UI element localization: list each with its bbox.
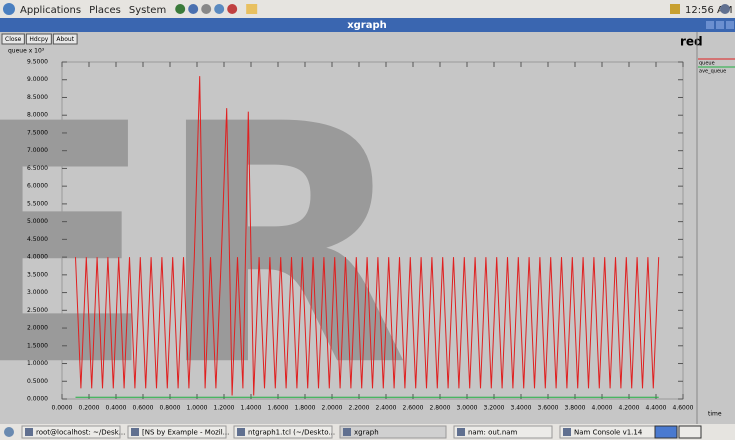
y-tick-label: 2.5000 [27, 307, 48, 314]
launcher-icon[interactable] [201, 4, 211, 14]
window-button-label[interactable]: About [56, 36, 74, 43]
window-button-label[interactable]: Close [5, 36, 22, 43]
y-tick-label: 5.5000 [27, 200, 48, 207]
taskbar-icon[interactable] [457, 428, 465, 436]
y-tick-label: 6.5000 [27, 165, 48, 172]
workspace-switcher[interactable] [679, 426, 701, 438]
y-tick-label: 8.5000 [27, 94, 48, 101]
x-tick-label: 0.2000 [79, 405, 100, 412]
x-tick-label: 0.6000 [133, 405, 154, 412]
y-tick-label: 7.0000 [27, 147, 48, 154]
y-tick-label: 9.5000 [27, 59, 48, 66]
x-tick-label: 4.4000 [646, 405, 667, 412]
taskbar-label[interactable]: Nam Console v1.14 [574, 429, 643, 437]
x-tick-label: 2.0000 [322, 405, 343, 412]
y-tick-label: 1.5000 [27, 342, 48, 349]
workspace-switcher[interactable] [655, 426, 677, 438]
x-tick-label: 0.4000 [106, 405, 127, 412]
panel-menu[interactable]: Places [89, 5, 121, 16]
minimize-button[interactable] [706, 21, 714, 29]
launcher-icon[interactable] [175, 4, 185, 14]
panel-menu[interactable]: Applications [20, 5, 81, 16]
taskbar-icon[interactable] [237, 428, 245, 436]
y-tick-label: 4.0000 [27, 254, 48, 261]
x-tick-label: 2.8000 [430, 405, 451, 412]
y-axis-label: queue x 10³ [8, 48, 45, 55]
y-tick-label: 7.5000 [27, 129, 48, 136]
launcher-icon[interactable] [214, 4, 224, 14]
x-tick-label: 4.0000 [592, 405, 613, 412]
window-title: xgraph [347, 20, 387, 31]
y-tick-label: 5.0000 [27, 218, 48, 225]
corner-label: red [680, 35, 703, 49]
x-axis-label: time [708, 411, 722, 418]
x-tick-label: 1.0000 [187, 405, 208, 412]
x-tick-label: 4.2000 [619, 405, 640, 412]
taskbar-icon[interactable] [563, 428, 571, 436]
launcher-icon[interactable] [188, 4, 198, 14]
taskbar-label[interactable]: xgraph [354, 429, 379, 437]
x-tick-label: 1.6000 [268, 405, 289, 412]
x-tick-label: 3.8000 [565, 405, 586, 412]
menu-icon[interactable] [3, 3, 15, 15]
y-tick-label: 4.5000 [27, 236, 48, 243]
tray-icon [670, 4, 680, 14]
taskbar-label[interactable]: nam: out.nam [468, 429, 518, 437]
y-tick-label: 8.0000 [27, 112, 48, 119]
x-tick-label: 0.8000 [160, 405, 181, 412]
y-tick-label: 0.0000 [27, 396, 48, 403]
y-tick-label: 2.0000 [27, 325, 48, 332]
legend-label: ave_queue [699, 69, 726, 75]
x-tick-label: 0.0000 [52, 405, 73, 412]
show-desktop[interactable] [4, 427, 14, 437]
window-button-label[interactable]: Hdcpy [29, 36, 48, 43]
y-tick-label: 9.0000 [27, 76, 48, 83]
x-tick-label: 1.2000 [214, 405, 235, 412]
x-tick-label: 4.6000 [673, 405, 694, 412]
screen: 12:56 AM xgraph red ER ApplicationsPlace… [0, 0, 735, 440]
taskbar-icon[interactable] [131, 428, 139, 436]
y-tick-label: 0.5000 [27, 378, 48, 385]
taskbar-label[interactable]: root@localhost: ~/Desk... [36, 429, 125, 437]
taskbar-label[interactable]: [NS by Example - Mozil... [142, 429, 229, 437]
x-tick-label: 1.8000 [295, 405, 316, 412]
x-tick-label: 3.2000 [484, 405, 505, 412]
x-tick-label: 2.2000 [349, 405, 370, 412]
x-tick-label: 3.4000 [511, 405, 532, 412]
maximize-button[interactable] [716, 21, 724, 29]
taskbar-icon[interactable] [343, 428, 351, 436]
volume-icon[interactable] [720, 4, 730, 14]
y-tick-label: 3.5000 [27, 271, 48, 278]
y-tick-label: 3.0000 [27, 289, 48, 296]
legend-label: queue [699, 61, 715, 67]
x-tick-label: 3.0000 [457, 405, 478, 412]
x-tick-label: 2.6000 [403, 405, 424, 412]
taskbar-label[interactable]: ntgraph1.tcl (~/Deskto... [248, 429, 335, 437]
panel-menu[interactable]: System [129, 5, 166, 16]
launcher-icon[interactable] [227, 4, 237, 14]
taskbar-icon[interactable] [25, 428, 33, 436]
close-button[interactable] [726, 21, 734, 29]
y-tick-label: 1.0000 [27, 360, 48, 367]
launcher-icon[interactable] [246, 4, 257, 14]
x-tick-label: 3.6000 [538, 405, 559, 412]
x-tick-label: 1.4000 [241, 405, 262, 412]
y-tick-label: 6.0000 [27, 183, 48, 190]
x-tick-label: 2.4000 [376, 405, 397, 412]
